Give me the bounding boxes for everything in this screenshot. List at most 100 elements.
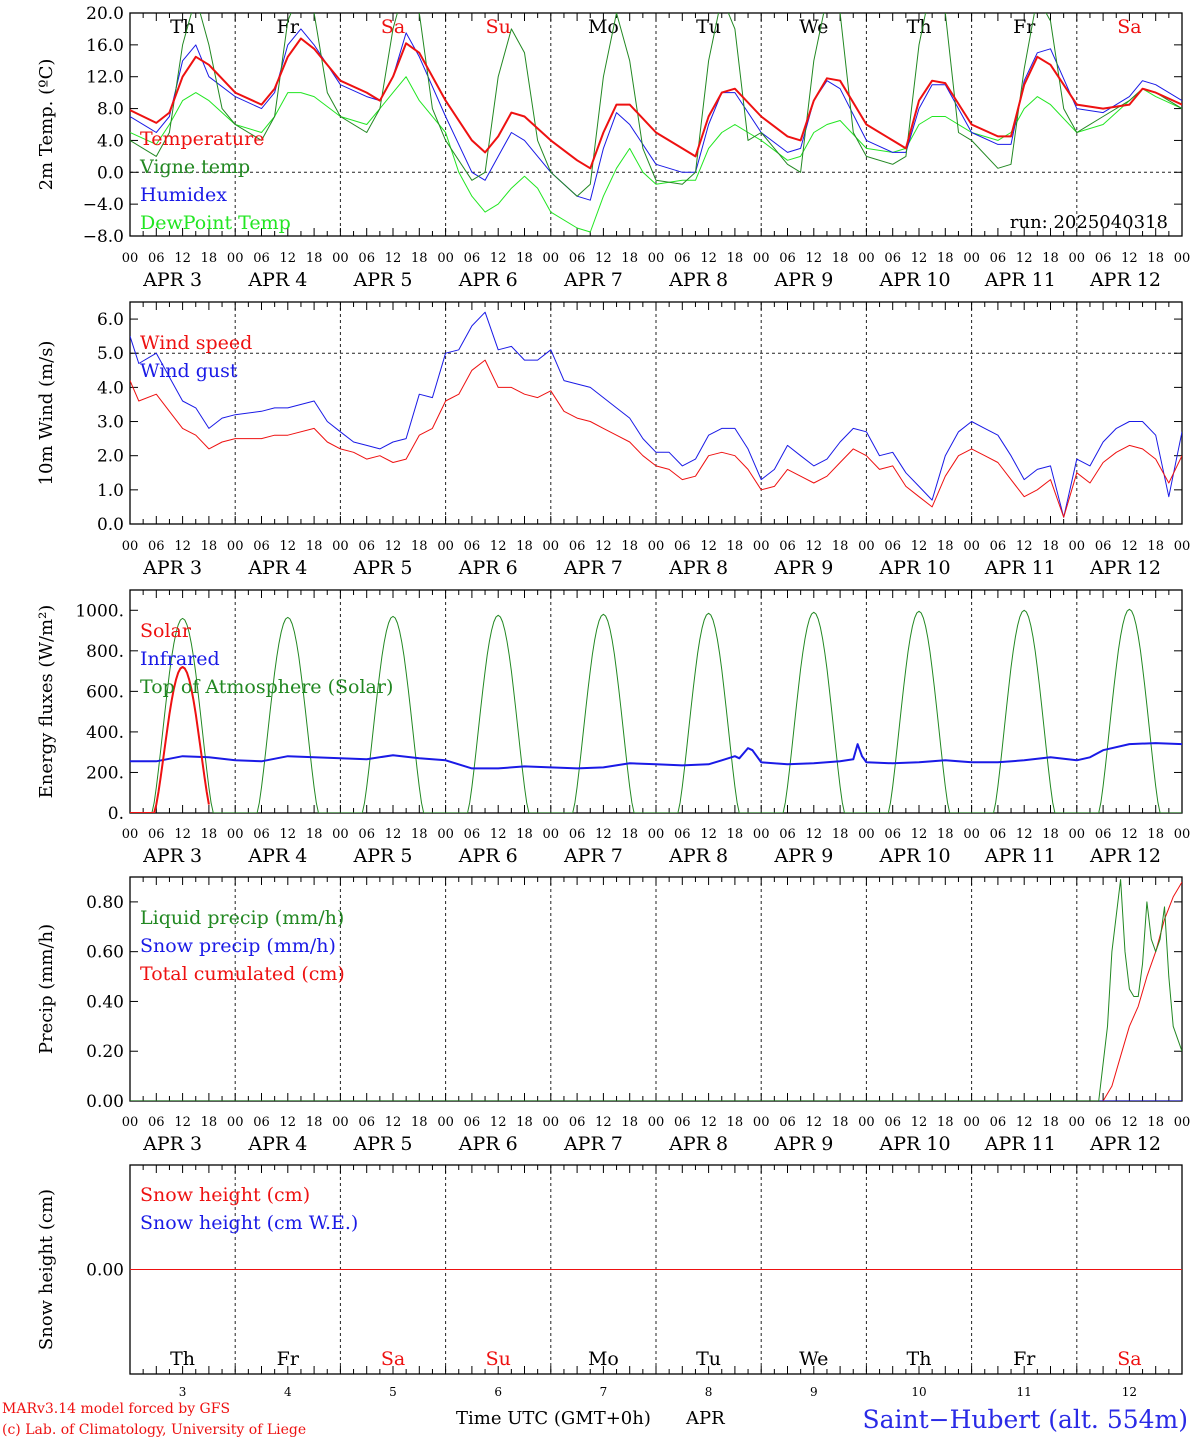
hour-label: 00 (1174, 1115, 1191, 1130)
y-axis-label: 2m Temp. (ºC) (36, 59, 57, 191)
date-label: APR 12 (1089, 1133, 1161, 1155)
weekday-label: Sa (381, 16, 405, 38)
date-label: APR 7 (563, 845, 623, 867)
weekday-label: Sa (1117, 1348, 1141, 1370)
hour-label: 18 (411, 251, 428, 266)
panel-energy: 1000. 800. 600. 400. 200. 0. Energy fluxes (W/… (36, 589, 1191, 867)
y-tick-label: 3.0 (97, 413, 124, 433)
hour-label: 00 (1069, 539, 1086, 554)
hour-label: 00 (1069, 251, 1086, 266)
hour-label: 06 (569, 827, 586, 842)
hour-label: 18 (832, 251, 849, 266)
hour-label: 18 (1042, 539, 1059, 554)
hour-label: 12 (280, 251, 297, 266)
date-label: APR 12 (1089, 269, 1161, 291)
hour-label: 06 (253, 1115, 270, 1130)
legend: Liquid precip (mm/h) Snow precip (mm/h) To… (140, 907, 345, 985)
hour-label: 06 (1095, 251, 1112, 266)
y-tick-label: 1.0 (97, 481, 124, 501)
hour-label: 00 (1174, 827, 1191, 842)
legend-entry: Infrared (140, 648, 220, 670)
hour-label: 00 (332, 539, 349, 554)
hour-label: 00 (122, 827, 139, 842)
y-tick-label: −8.0 (83, 227, 124, 247)
date-label: APR 5 (353, 557, 413, 579)
hour-label: 06 (779, 539, 796, 554)
x-ticks (129, 877, 1183, 1101)
legend: Snow height (cm) Snow height (cm W.E.) (140, 1184, 358, 1234)
hour-label: 18 (727, 539, 744, 554)
series-line-top-of-atmosphere-solar- (130, 608, 1182, 813)
hour-label: 18 (621, 251, 638, 266)
hour-label: 00 (1069, 827, 1086, 842)
hour-label: 12 (1016, 1115, 1033, 1130)
hour-label: 00 (648, 539, 665, 554)
hour-label: 12 (911, 827, 928, 842)
hour-label: 06 (358, 1115, 375, 1130)
day-number: 4 (284, 1385, 292, 1399)
hour-label: 18 (1042, 251, 1059, 266)
hour-label: 12 (1121, 827, 1138, 842)
hour-label: 00 (543, 251, 560, 266)
day-number: 6 (494, 1385, 502, 1399)
x-ticks (129, 13, 1183, 236)
hour-label: 12 (174, 539, 191, 554)
hour-label: 12 (280, 539, 297, 554)
date-label: APR 11 (984, 845, 1056, 867)
hour-label: 18 (937, 1115, 954, 1130)
date-label: APR 4 (247, 269, 307, 291)
y-tick-label: −4.0 (83, 195, 124, 215)
hour-label: 18 (1147, 827, 1164, 842)
hour-label: 12 (806, 539, 823, 554)
y-tick-label: 0.40 (86, 992, 124, 1012)
y-axis: 0.00 (86, 1261, 1182, 1281)
y-tick-label: 800. (86, 642, 124, 662)
hour-label: 12 (490, 1115, 507, 1130)
weekday-label: Mo (588, 16, 619, 38)
hour-label: 00 (648, 827, 665, 842)
date-label: APR 6 (458, 269, 518, 291)
hour-label: 06 (569, 1115, 586, 1130)
hour-label: 12 (1121, 1115, 1138, 1130)
weekday-labels: Th Fr Sa Su Mo Tu We Th Fr Sa (170, 16, 1141, 38)
hour-label: 12 (1016, 827, 1033, 842)
y-axis: 20.0 16.0 12.0 8.0 4.0 0.0 −4.0 −8.0 (83, 4, 1182, 247)
hour-label: 12 (1016, 539, 1033, 554)
y-axis: 0.80 0.60 0.40 0.20 0.00 (86, 893, 1182, 1112)
series-line-wind-speed (130, 359, 1182, 518)
date-label: APR 6 (458, 557, 518, 579)
hour-label: 06 (148, 251, 165, 266)
hour-label: 06 (990, 539, 1007, 554)
date-labels: APR 3 APR 4 APR 5 APR 6 APR 7 APR 8 APR 9 APR 1… (142, 269, 1161, 291)
hour-label: 12 (1121, 539, 1138, 554)
y-tick-label: 600. (86, 682, 124, 702)
hour-label: 00 (437, 539, 454, 554)
hour-label: 00 (543, 827, 560, 842)
date-label: APR 6 (458, 845, 518, 867)
date-label: APR 8 (668, 557, 728, 579)
hour-label: 18 (201, 539, 218, 554)
legend: Solar Infrared Top of Atmosphere (Solar) (140, 620, 393, 698)
date-label: APR 3 (142, 845, 202, 867)
hour-label: 18 (411, 827, 428, 842)
hour-label: 18 (201, 251, 218, 266)
weekday-label: Th (907, 16, 932, 38)
hour-label: 00 (227, 251, 244, 266)
hour-label: 06 (674, 827, 691, 842)
hour-label: 12 (700, 539, 717, 554)
y-axis-label: 10m Wind (m/s) (36, 341, 57, 486)
x-axis-label: Time UTC (GMT+0h) (456, 1408, 651, 1429)
y-axis: 1000. 800. 600. 400. 200. 0. (75, 601, 1182, 824)
hour-label: 12 (806, 251, 823, 266)
y-tick-label: 8.0 (97, 100, 124, 120)
hour-label: 12 (595, 1115, 612, 1130)
date-label: APR 9 (773, 269, 833, 291)
hour-label: 06 (358, 827, 375, 842)
hour-label: 00 (437, 827, 454, 842)
y-tick-label: 4.0 (97, 378, 124, 398)
hour-label: 18 (201, 1115, 218, 1130)
hour-label: 12 (174, 1115, 191, 1130)
y-tick-label: 0.00 (86, 1092, 124, 1112)
date-label: APR 8 (668, 269, 728, 291)
hour-label: 12 (595, 251, 612, 266)
